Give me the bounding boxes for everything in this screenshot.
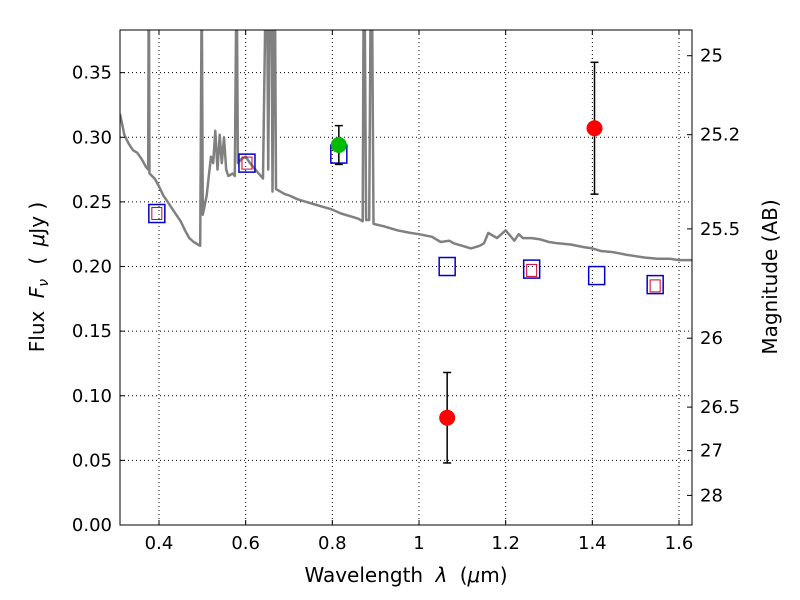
x-axis-label-text: Wavelength <box>304 563 423 587</box>
detection-point <box>330 137 347 154</box>
mag-tick-label: 25.5 <box>700 219 740 240</box>
y-axis-label-unit-rest: Jy ) <box>25 202 49 236</box>
x-axis-label-unit-rest: m) <box>480 563 507 587</box>
mag-tick-label: 26 <box>700 328 723 349</box>
y-tick-label: 0.30 <box>72 127 112 148</box>
y-tick-label: 0.00 <box>72 515 112 536</box>
plot-content <box>120 30 692 262</box>
y2-axis-label: Magnitude (AB) <box>758 199 782 354</box>
plot-frame <box>119 29 693 526</box>
x-axis-label-unit-mu: μ <box>467 563 481 587</box>
y-axis-label: Flux Fν ( μJy ) <box>25 202 53 352</box>
mag-tick-label: 25.2 <box>700 125 740 146</box>
x-axis-label-open: ( <box>460 563 468 587</box>
x-axis-label: Wavelength λ (μm) <box>304 563 507 587</box>
model-inner-square <box>649 279 661 293</box>
y-axis-label-text: Flux <box>25 310 49 352</box>
x-tick-label: 1.6 <box>665 533 694 554</box>
y-axis-label-open: ( <box>25 257 49 265</box>
model-inner-square <box>526 263 538 277</box>
x-tick-label: 1.2 <box>491 533 520 554</box>
sed-spectrum-line <box>120 30 692 262</box>
x-tick-label: 1 <box>413 533 424 554</box>
model-photometry-square <box>646 274 664 295</box>
markers <box>148 61 664 464</box>
model-photometry-square <box>148 203 166 224</box>
detection-point <box>439 409 456 426</box>
mag-tick-label: 28 <box>700 485 723 506</box>
y-tick-label: 0.20 <box>72 257 112 278</box>
y-axis-label-unit-mu: μ <box>25 234 49 248</box>
plot-background <box>120 30 692 525</box>
x-tick-label: 0.4 <box>145 533 174 554</box>
model-photometry-square <box>238 153 256 173</box>
mag-tick-label: 25 <box>700 46 723 67</box>
model-inner-square <box>151 207 163 221</box>
detection-point <box>586 120 603 137</box>
y-tick-label: 0.05 <box>72 450 112 471</box>
y-tick-label: 0.35 <box>72 63 112 84</box>
x-tick-label: 0.6 <box>231 533 260 554</box>
y-axis-label-subscript: ν <box>36 279 52 287</box>
y-tick-label: 0.15 <box>72 321 112 342</box>
model-photometry-square <box>587 265 606 286</box>
x-tick-label: 0.8 <box>318 533 347 554</box>
model-inner-square <box>241 156 253 170</box>
mag-tick-label: 27 <box>700 441 723 462</box>
model-photometry-square <box>438 256 456 277</box>
y-axis-label-symbol: F <box>25 286 49 298</box>
ticks: 0.4 0.6 0.8 1 1.2 1.4 1.6 0.00 0.05 0.10 0.15 0.20 0… <box>72 30 740 554</box>
y-tick-label: 0.25 <box>72 192 112 213</box>
x-tick-label: 1.4 <box>578 533 607 554</box>
y-tick-label: 0.10 <box>72 386 112 407</box>
x-axis-label-symbol: λ <box>434 563 447 587</box>
model-photometry-square <box>522 259 541 279</box>
mag-tick-label: 26.5 <box>700 397 740 418</box>
